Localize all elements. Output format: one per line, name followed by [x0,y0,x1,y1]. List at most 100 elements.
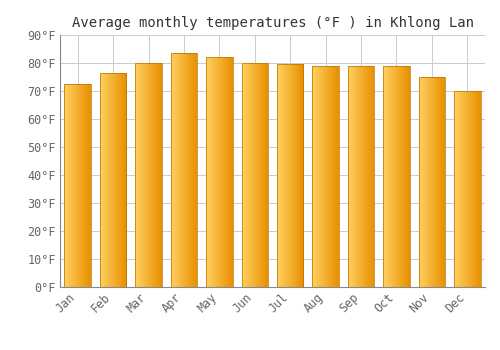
Bar [260,63,262,287]
Bar [474,91,476,287]
Bar [439,77,440,287]
Bar [425,77,426,287]
Bar [318,66,320,287]
Bar [432,77,433,287]
Bar [360,66,361,287]
Bar [124,73,125,287]
Bar [354,66,355,287]
Bar [263,63,264,287]
Bar [90,84,91,287]
Bar [84,84,86,287]
Bar [213,57,214,287]
Bar [247,63,248,287]
Bar [146,63,147,287]
Bar [363,66,364,287]
Bar [392,66,393,287]
Bar [171,53,172,287]
Bar [280,64,281,287]
Bar [225,57,226,287]
Bar [406,66,407,287]
Bar [77,84,78,287]
Bar [220,57,221,287]
Bar [246,63,247,287]
Bar [229,57,230,287]
Bar [242,63,268,287]
Bar [473,91,474,287]
Bar [206,57,208,287]
Bar [458,91,459,287]
Bar [179,53,180,287]
Bar [455,91,456,287]
Bar [157,63,158,287]
Bar [69,84,70,287]
Bar [327,66,328,287]
Bar [424,77,425,287]
Bar [409,66,410,287]
Bar [122,73,123,287]
Bar [218,57,219,287]
Bar [437,77,438,287]
Bar [468,91,469,287]
Bar [300,64,301,287]
Bar [419,77,420,287]
Bar [249,63,250,287]
Bar [290,64,291,287]
Bar [469,91,470,287]
Bar [83,84,84,287]
Bar [303,64,304,287]
Bar [464,91,466,287]
Bar [160,63,161,287]
Bar [436,77,437,287]
Bar [443,77,444,287]
Bar [418,77,445,287]
Bar [101,73,102,287]
Bar [297,64,298,287]
Bar [372,66,374,287]
Bar [362,66,364,287]
Bar [210,57,211,287]
Bar [320,66,321,287]
Bar [329,66,330,287]
Bar [367,66,368,287]
Bar [426,77,427,287]
Bar [191,53,192,287]
Bar [348,66,349,287]
Bar [154,63,155,287]
Bar [110,73,111,287]
Bar [109,73,110,287]
Bar [175,53,176,287]
Bar [72,84,73,287]
Bar [336,66,337,287]
Bar [186,53,188,287]
Bar [436,77,438,287]
Bar [400,66,401,287]
Bar [112,73,113,287]
Bar [334,66,336,287]
Bar [257,63,258,287]
Bar [196,53,197,287]
Bar [212,57,213,287]
Bar [88,84,89,287]
Bar [278,64,279,287]
Bar [144,63,145,287]
Bar [299,64,300,287]
Bar [457,91,458,287]
Bar [279,64,280,287]
Bar [463,91,464,287]
Bar [86,84,87,287]
Bar [262,63,263,287]
Bar [387,66,388,287]
Bar [196,53,198,287]
Bar [407,66,408,287]
Bar [390,66,392,287]
Bar [123,73,124,287]
Bar [283,64,284,287]
Bar [289,64,290,287]
Bar [459,91,460,287]
Bar [119,73,120,287]
Bar [334,66,335,287]
Bar [281,64,282,287]
Bar [442,77,443,287]
Bar [466,91,467,287]
Bar [444,77,446,287]
